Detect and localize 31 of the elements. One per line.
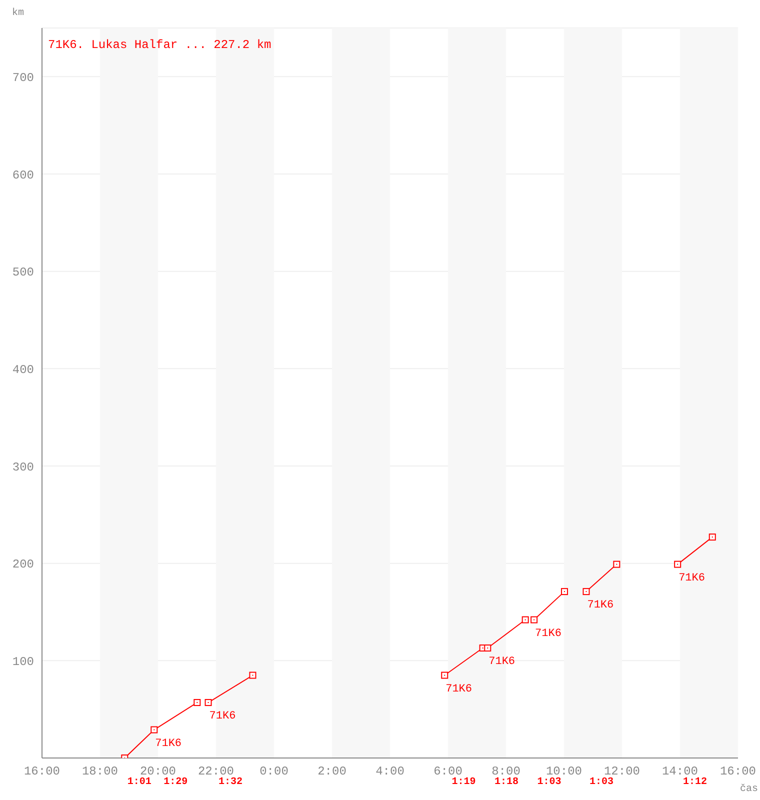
y-tick-label: 500 bbox=[12, 266, 34, 280]
x-tick-label: 16:00 bbox=[720, 764, 756, 779]
y-tick-label: 300 bbox=[12, 460, 34, 474]
text: 1:01 bbox=[127, 777, 152, 788]
text: 71K6. Lukas Halfar ... 227.2 km bbox=[48, 38, 272, 52]
annotation: 71K6 bbox=[535, 628, 562, 640]
x-tick-label: 4:00 bbox=[376, 764, 404, 779]
y-tick-label: 400 bbox=[12, 362, 34, 377]
annotation: 71K6 bbox=[155, 738, 182, 750]
y-tick-label: 100 bbox=[12, 654, 34, 669]
annotation: 71K6 bbox=[587, 600, 614, 612]
x-axis-title: čas bbox=[740, 784, 758, 795]
y-axis-title: km bbox=[12, 8, 24, 19]
text: 1:29 bbox=[164, 777, 188, 788]
y-tick-label: 200 bbox=[12, 558, 34, 572]
y-tick-label: 700 bbox=[12, 70, 34, 85]
annotation: 71K6 bbox=[446, 683, 472, 696]
x-tick-label: 18:00 bbox=[82, 764, 118, 779]
annotation: 71K6 bbox=[678, 572, 705, 584]
text: 1:03 bbox=[537, 777, 562, 788]
text: 1:19 bbox=[452, 777, 476, 788]
x-tick-label: 16:00 bbox=[24, 764, 60, 779]
text: 1:18 bbox=[494, 777, 518, 788]
x-tick-label: 2:00 bbox=[318, 764, 346, 779]
text: 1:03 bbox=[589, 777, 614, 788]
y-tick-label: 600 bbox=[12, 168, 34, 182]
annotation: 71K6 bbox=[488, 656, 516, 668]
x-tick-label: 0:00 bbox=[260, 764, 288, 779]
annotation: 71K6 bbox=[209, 710, 236, 723]
text: 1:12 bbox=[682, 777, 707, 788]
text: 1:32 bbox=[218, 777, 243, 788]
